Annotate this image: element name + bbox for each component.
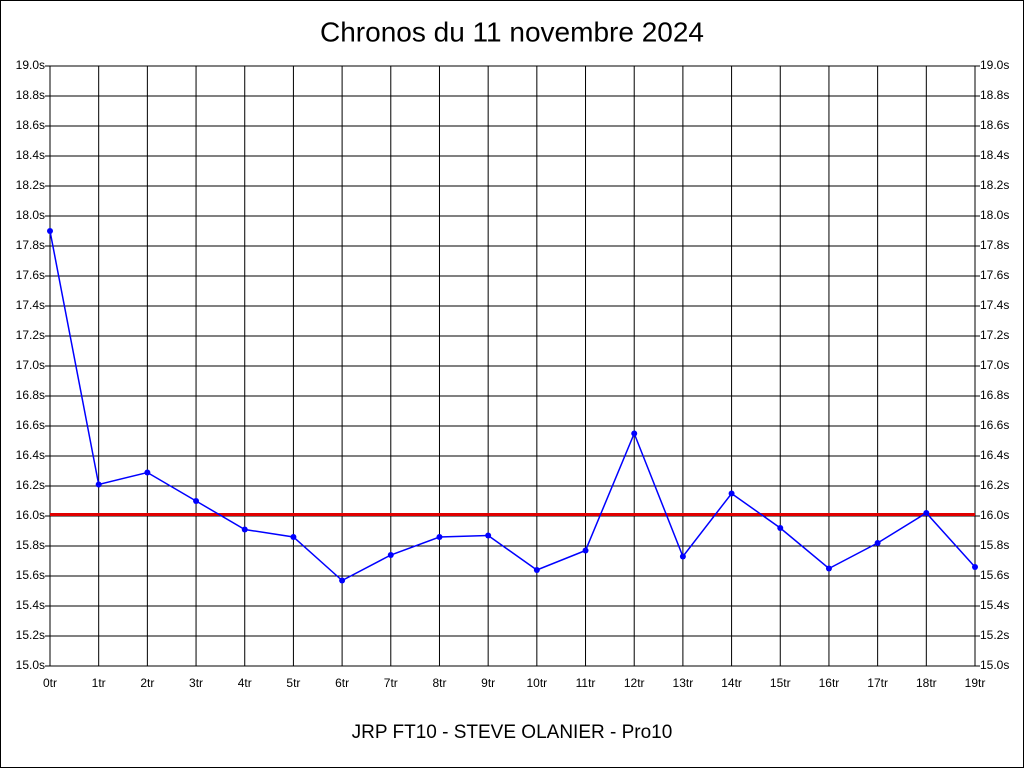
y-tick-label: 15.0s bbox=[16, 658, 45, 672]
x-tick-label: 18tr bbox=[916, 676, 937, 690]
y-tick-label: 18.0s bbox=[16, 208, 45, 222]
y2-tick-label: 15.0s bbox=[980, 658, 1009, 672]
y-tick-label: 16.4s bbox=[16, 448, 45, 462]
series-line bbox=[49, 230, 976, 582]
y2-tick-label: 19.0s bbox=[980, 58, 1009, 72]
x-tick-label: 0tr bbox=[43, 676, 57, 690]
y-tick-label: 15.2s bbox=[16, 628, 45, 642]
point bbox=[728, 490, 735, 497]
plot-border bbox=[49, 65, 976, 667]
x-tick-label: 11tr bbox=[576, 676, 596, 690]
y2-tick-label: 18.2s bbox=[980, 178, 1009, 192]
x-tick-label: 15tr bbox=[770, 676, 791, 690]
y-tick-label: 18.4s bbox=[16, 148, 45, 162]
y2-tick-label: 17.6s bbox=[980, 268, 1009, 282]
y2-tick-label: 15.2s bbox=[980, 628, 1009, 642]
chart-caption: JRP FT10 - STEVE OLANIER - Pro10 bbox=[352, 722, 673, 743]
y-tick-label: 15.8s bbox=[16, 538, 45, 552]
y-tick-label: 18.6s bbox=[16, 118, 45, 132]
y-tick-label: 17.0s bbox=[16, 358, 45, 372]
x-tick-label: 2tr bbox=[140, 676, 154, 690]
point bbox=[679, 553, 686, 560]
x-tick-label: 12tr bbox=[624, 676, 645, 690]
point bbox=[582, 547, 589, 554]
x-tick-label: 3tr bbox=[189, 676, 203, 690]
y-tick-label: 17.4s bbox=[16, 298, 45, 312]
point bbox=[241, 526, 248, 533]
y2-tick-label: 17.2s bbox=[980, 328, 1009, 342]
point bbox=[485, 532, 492, 539]
y2-tick-label: 18.0s bbox=[980, 208, 1009, 222]
point bbox=[874, 540, 881, 546]
point bbox=[144, 469, 151, 476]
point bbox=[631, 430, 638, 437]
x-tick-label: 7tr bbox=[384, 676, 398, 690]
point bbox=[825, 565, 832, 572]
point bbox=[972, 564, 978, 570]
y2-tick-label: 16.8s bbox=[980, 388, 1009, 402]
y-tick-label: 18.2s bbox=[16, 178, 45, 192]
y2-tick-label: 16.6s bbox=[980, 418, 1009, 432]
y2-tick-label: 15.8s bbox=[980, 538, 1009, 552]
x-tick-label: 19tr bbox=[965, 676, 986, 690]
y-tick-label: 17.2s bbox=[16, 328, 45, 342]
x-tick-label: 9tr bbox=[481, 676, 495, 690]
x-tick-label: 4tr bbox=[238, 676, 252, 690]
y-tick-label: 16.8s bbox=[16, 388, 45, 402]
x-tick-label: 1tr bbox=[92, 676, 106, 690]
y-tick-label: 18.8s bbox=[16, 88, 45, 102]
point bbox=[777, 525, 784, 531]
point bbox=[436, 534, 443, 540]
y2-tick-label: 18.6s bbox=[980, 118, 1009, 132]
point bbox=[290, 534, 297, 540]
x-tick-label: 5tr bbox=[286, 676, 300, 690]
y2-tick-label: 17.4s bbox=[980, 298, 1009, 312]
y-tick-label: 16.2s bbox=[16, 478, 45, 492]
y-tick-label: 15.4s bbox=[16, 598, 45, 612]
y-tick-label: 17.6s bbox=[16, 268, 45, 282]
y2-tick-label: 17.8s bbox=[980, 238, 1009, 252]
point bbox=[339, 577, 346, 584]
y-tick-label: 19.0s bbox=[16, 58, 45, 72]
x-tick-label: 10tr bbox=[526, 676, 547, 690]
y2-tick-label: 15.4s bbox=[980, 598, 1009, 612]
x-tick-label: 14tr bbox=[721, 676, 742, 690]
point bbox=[193, 498, 200, 504]
y2-tick-label: 17.0s bbox=[980, 358, 1009, 372]
x-tick-label: 16tr bbox=[819, 676, 840, 690]
y-tick-label: 16.0s bbox=[16, 508, 45, 522]
point bbox=[923, 510, 930, 516]
y2-tick-label: 16.2s bbox=[980, 478, 1009, 492]
x-tick-label: 6tr bbox=[335, 676, 349, 690]
y-tick-label: 15.6s bbox=[16, 568, 45, 582]
point bbox=[47, 228, 53, 234]
y-tick-label: 17.8s bbox=[16, 238, 45, 252]
point bbox=[533, 567, 540, 573]
y2-tick-label: 16.4s bbox=[980, 448, 1009, 462]
y-tick-label: 16.6s bbox=[16, 418, 45, 432]
point bbox=[95, 481, 102, 488]
point bbox=[387, 552, 394, 558]
y2-tick-label: 18.4s bbox=[980, 148, 1009, 162]
x-tick-label: 8tr bbox=[432, 676, 446, 690]
y2-tick-label: 15.6s bbox=[980, 568, 1009, 582]
y2-tick-label: 16.0s bbox=[980, 508, 1009, 522]
x-tick-label: 17tr bbox=[867, 676, 888, 690]
x-tick-label: 13tr bbox=[673, 676, 694, 690]
y2-tick-label: 18.8s bbox=[980, 88, 1009, 102]
chart-title: Chronos du 11 novembre 2024 bbox=[320, 16, 704, 47]
